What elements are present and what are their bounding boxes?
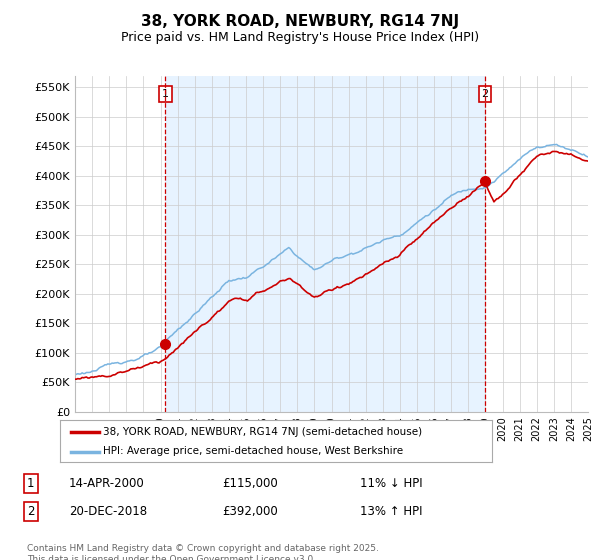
Text: 38, YORK ROAD, NEWBURY, RG14 7NJ (semi-detached house): 38, YORK ROAD, NEWBURY, RG14 7NJ (semi-d…	[103, 427, 422, 437]
Text: 14-APR-2000: 14-APR-2000	[69, 477, 145, 490]
Text: 2: 2	[481, 89, 488, 99]
Text: Price paid vs. HM Land Registry's House Price Index (HPI): Price paid vs. HM Land Registry's House …	[121, 31, 479, 44]
Text: 1: 1	[162, 89, 169, 99]
Text: 20-DEC-2018: 20-DEC-2018	[69, 505, 147, 518]
Text: 13% ↑ HPI: 13% ↑ HPI	[360, 505, 422, 518]
Text: £115,000: £115,000	[222, 477, 278, 490]
Text: 2: 2	[27, 505, 35, 518]
Text: 11% ↓ HPI: 11% ↓ HPI	[360, 477, 422, 490]
Text: 1: 1	[27, 477, 35, 490]
Text: 38, YORK ROAD, NEWBURY, RG14 7NJ: 38, YORK ROAD, NEWBURY, RG14 7NJ	[141, 14, 459, 29]
Bar	[166, 76, 485, 412]
Text: Contains HM Land Registry data © Crown copyright and database right 2025.
This d: Contains HM Land Registry data © Crown c…	[27, 544, 379, 560]
Text: £392,000: £392,000	[222, 505, 278, 518]
Text: HPI: Average price, semi-detached house, West Berkshire: HPI: Average price, semi-detached house,…	[103, 446, 403, 456]
